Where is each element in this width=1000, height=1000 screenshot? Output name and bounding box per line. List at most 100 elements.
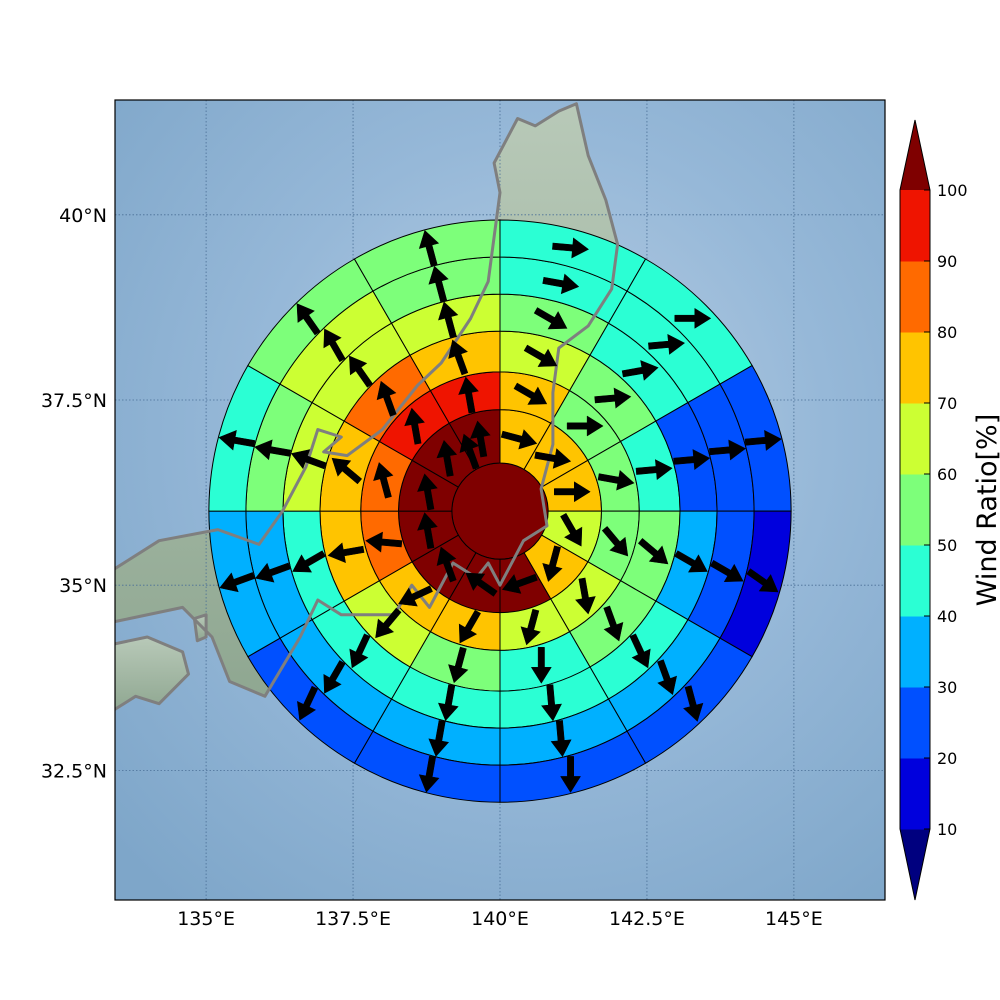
latitude-tick-labels: 40°N 37.5°N 35°N 32.5°N — [41, 205, 107, 783]
wind-arrow — [297, 685, 319, 721]
wind-arrow — [541, 684, 562, 722]
wind-sector — [353, 219, 501, 292]
wind-arrow — [218, 429, 256, 451]
wind-arrows — [218, 229, 782, 793]
wind-arrow — [533, 307, 568, 330]
wind-arrow — [458, 609, 481, 644]
wind-arrow — [597, 469, 635, 491]
wind-arrow — [621, 360, 659, 381]
latitude-tick-label: 35°N — [59, 575, 107, 597]
map-frame — [114, 99, 886, 901]
coastline-layer — [115, 102, 620, 712]
wind-arrow — [674, 550, 708, 573]
wind-arrow — [418, 755, 440, 793]
colorbar-segment — [900, 403, 930, 475]
colorbar-tick-label: 40 — [937, 607, 957, 626]
colorbar-tick-label: 60 — [937, 465, 957, 484]
wind-arrow — [428, 265, 449, 303]
wind-arrow — [552, 237, 589, 259]
wind-arrow — [470, 420, 491, 458]
wind-sector-rings — [208, 219, 792, 803]
wind-arrow — [683, 685, 704, 722]
colorbar-over-extension — [900, 120, 930, 190]
wind-arrow — [417, 512, 438, 550]
wind-arrow — [398, 585, 433, 607]
wind-arrow — [323, 328, 346, 363]
latitude-tick-label: 40°N — [59, 205, 107, 227]
wind-arrow — [648, 333, 685, 355]
wind-arrow — [635, 459, 673, 481]
wind-arrow — [709, 559, 744, 583]
wind-arrow — [465, 572, 498, 597]
wind-arrow — [657, 659, 677, 696]
wind-arrow — [550, 720, 572, 758]
wind-arrow — [560, 756, 582, 793]
wind-arrow — [500, 429, 538, 450]
colorbar-tick-label: 10 — [937, 820, 957, 839]
longitude-tick-label: 142.5°E — [609, 908, 685, 930]
wind-arrow — [637, 538, 669, 565]
wind-arrow — [376, 380, 397, 417]
longitude-tick-labels: 135°E 137.5°E 140°E 142.5°E 145°E — [177, 908, 823, 930]
wind-arrow — [523, 344, 558, 367]
wind-arrow — [365, 531, 403, 553]
wind-arrow — [438, 684, 459, 722]
latitude-tick-label: 37.5°N — [41, 390, 107, 412]
colorbar-tick-label: 50 — [937, 536, 957, 555]
wind-arrow — [673, 449, 711, 470]
longitude-tick-label: 135°E — [177, 908, 235, 930]
wind-arrow — [594, 387, 632, 409]
wind-arrow — [436, 546, 457, 583]
wind-arrow — [746, 568, 779, 593]
wind-arrow — [323, 660, 346, 694]
wind-arrow — [513, 382, 548, 405]
wind-arrow — [255, 562, 291, 583]
wind-arrow — [296, 303, 321, 336]
wind-arrow — [534, 448, 572, 469]
wind-sector-center — [451, 462, 549, 560]
wind-arrow — [530, 647, 552, 684]
wind-arrow — [575, 577, 596, 615]
colorbar-segment — [900, 687, 930, 759]
wind-arrow — [520, 608, 541, 646]
wind-arrow — [448, 646, 469, 684]
colorbar-tick-label: 20 — [937, 749, 957, 768]
wind-arrow — [438, 301, 459, 338]
wind-arrow — [458, 376, 479, 414]
wind-arrow — [349, 355, 373, 388]
wind-arrow — [327, 542, 365, 564]
wind-arrow — [254, 439, 292, 461]
wind-arrow — [459, 433, 480, 470]
latitude-tick-label: 32.5°N — [41, 760, 107, 782]
colorbar-segment — [900, 474, 930, 546]
wind-arrow — [674, 307, 712, 329]
wind-arrow — [542, 273, 580, 295]
longitude-tick-label: 145°E — [765, 908, 823, 930]
wind-arrow — [502, 573, 538, 594]
colorbar-segment — [900, 616, 930, 688]
wind-arrow — [601, 526, 629, 557]
map-panel — [114, 99, 886, 901]
wind-arrow — [292, 550, 326, 573]
wind-arrow — [373, 462, 394, 499]
wind-arrow — [542, 545, 563, 582]
colorbar-label: Wind Ratio[%] — [972, 414, 1000, 606]
wind-arrow — [629, 633, 651, 669]
coastline — [192, 613, 208, 643]
colorbar-tick-label: 70 — [937, 394, 957, 413]
longitude-tick-label: 137.5°E — [315, 908, 391, 930]
colorbar-segment — [900, 545, 930, 617]
wind-arrow — [290, 449, 327, 470]
colorbar-segment — [900, 332, 930, 404]
wind-arrow — [709, 439, 746, 461]
wind-arrow — [418, 229, 440, 267]
wind-arrow — [219, 572, 256, 593]
wind-arrow — [436, 440, 458, 477]
colorbar-tick-label: 80 — [937, 323, 957, 342]
wind-arrow — [404, 407, 425, 445]
wind-arrow — [349, 633, 371, 669]
coastline — [115, 635, 190, 712]
colorbar-segment — [900, 190, 930, 262]
colorbar-under-extension — [900, 829, 930, 900]
